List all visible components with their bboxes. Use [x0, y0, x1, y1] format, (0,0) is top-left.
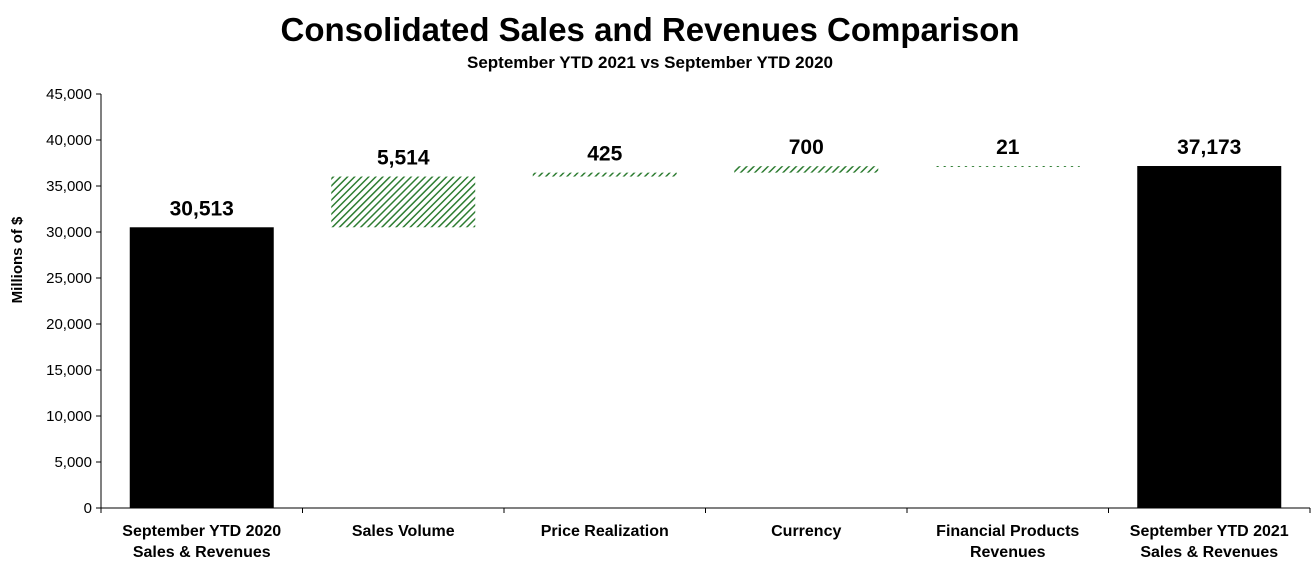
category-label: Price Realization [541, 523, 669, 540]
chart-title: Consolidated Sales and Revenues Comparis… [280, 11, 1019, 48]
bar-total [1137, 166, 1282, 508]
data-label: 5,514 [377, 147, 430, 170]
y-tick-label: 25,000 [46, 270, 92, 287]
y-tick-label: 45,000 [46, 86, 92, 103]
y-tick-label: 20,000 [46, 316, 92, 333]
bar-total [129, 227, 274, 508]
y-tick-label: 10,000 [46, 408, 92, 425]
bar-increase [532, 172, 677, 177]
data-label: 425 [587, 143, 622, 166]
bar-increase [331, 176, 476, 228]
y-tick-label: 15,000 [46, 362, 92, 379]
y-tick-label: 0 [84, 500, 92, 517]
y-axis-label: Millions of $ [9, 216, 26, 303]
chart-subtitle: September YTD 2021 vs September YTD 2020 [467, 53, 833, 72]
bar-increase [734, 166, 879, 173]
y-tick-label: 30,000 [46, 224, 92, 241]
category-label: Currency [771, 523, 841, 540]
category-label: Revenues [970, 544, 1046, 561]
data-label: 37,173 [1177, 136, 1241, 159]
category-label: September YTD 2020 [122, 523, 281, 540]
category-label: September YTD 2021 [1130, 523, 1289, 540]
y-tick-label: 35,000 [46, 178, 92, 195]
data-label: 30,513 [170, 197, 234, 220]
category-label: Sales Volume [352, 523, 455, 540]
y-tick-label: 5,000 [54, 454, 92, 471]
category-label: Sales & Revenues [133, 544, 271, 561]
bar-increase [935, 166, 1080, 168]
y-tick-label: 40,000 [46, 132, 92, 149]
category-label: Financial Products [936, 523, 1079, 540]
category-label: Sales & Revenues [1140, 544, 1278, 561]
data-label: 21 [996, 136, 1020, 159]
data-label: 700 [789, 136, 824, 159]
